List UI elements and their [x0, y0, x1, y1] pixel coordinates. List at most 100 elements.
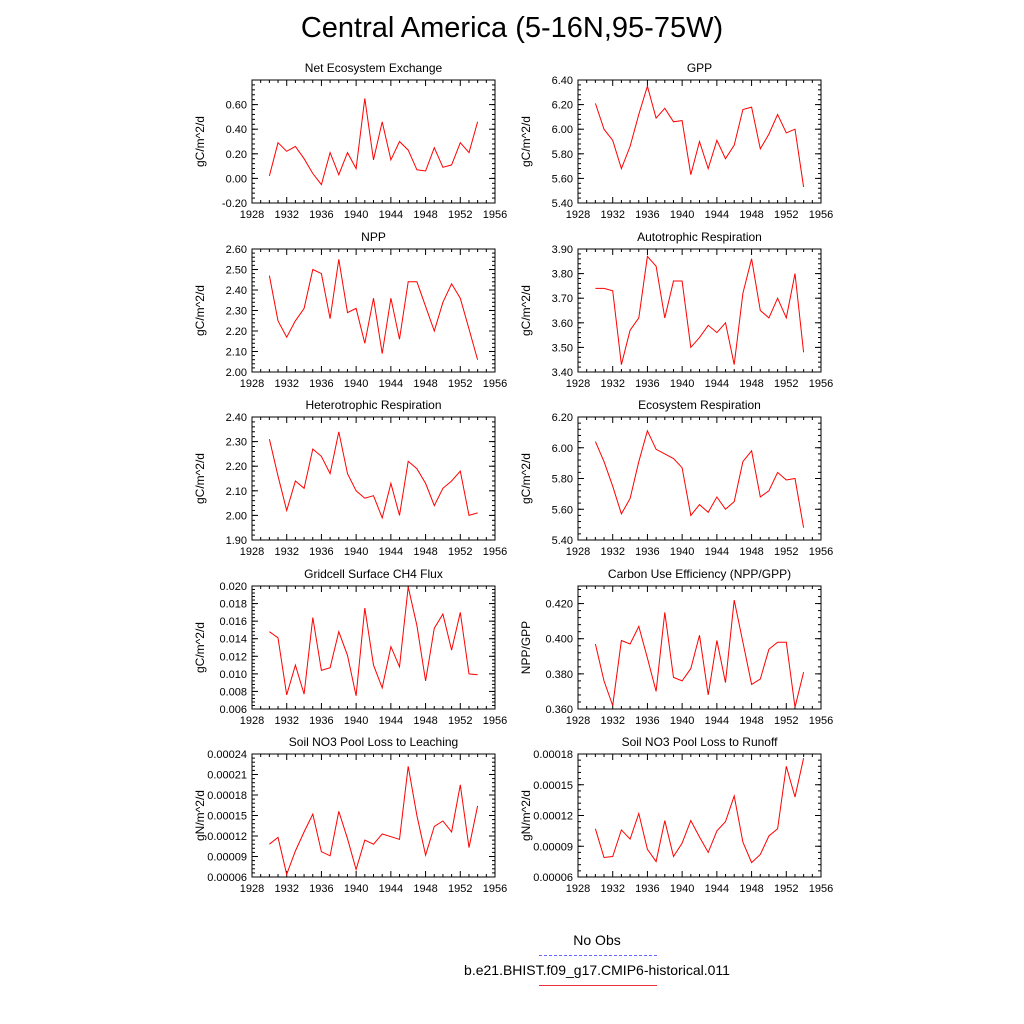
x-tick-label: 1956: [809, 209, 833, 221]
x-tick-label: 1936: [309, 883, 333, 895]
x-tick-label: 1944: [705, 378, 729, 390]
y-tick-label: -0.20: [222, 198, 247, 210]
y-tick-label: 0.010: [219, 669, 247, 681]
y-tick-label: 0.40: [226, 124, 247, 136]
y-tick-label: 0.008: [219, 686, 247, 698]
x-tick-label: 1928: [566, 378, 590, 390]
x-tick-label: 1928: [240, 715, 264, 727]
y-tick-label: 0.00006: [533, 872, 573, 884]
chart-panel-6: Ecosystem Respiration gC/m^2/d 1928 1932 193…: [519, 398, 833, 558]
y-tick-label: 6.00: [552, 124, 573, 136]
y-tick-label: 0.012: [219, 651, 247, 663]
y-axis-label: gC/m^2/d: [519, 116, 533, 167]
y-tick-label: 0.20: [226, 149, 247, 161]
y-tick-label: 5.40: [552, 198, 573, 210]
y-tick-label: 6.00: [552, 443, 573, 455]
y-tick-label: 2.20: [226, 326, 247, 338]
x-tick-label: 1936: [635, 209, 659, 221]
x-tick-label: 1936: [309, 378, 333, 390]
series-line: [594, 757, 805, 864]
series-line: [269, 586, 478, 696]
y-axis-label: gC/m^2/d: [519, 285, 533, 336]
x-tick-label: 1948: [739, 378, 763, 390]
chart-panel-4: Autotrophic Respiration gC/m^2/d 1928 1932 1…: [519, 230, 833, 390]
series-line: [594, 429, 805, 528]
y-tick-label: 0.00009: [207, 852, 247, 864]
plot-frame: [577, 248, 822, 373]
x-tick-label: 1956: [483, 546, 507, 558]
x-tick-label: 1952: [448, 546, 472, 558]
panel-title: GPP: [687, 61, 712, 75]
x-tick-label: 1956: [809, 378, 833, 390]
series-line: [595, 255, 805, 365]
panel-title: Autotrophic Respiration: [637, 230, 762, 244]
x-tick-label: 1928: [240, 883, 264, 895]
x-tick-label: 1940: [344, 378, 368, 390]
y-axis-label: gC/m^2/d: [519, 453, 533, 504]
x-tick-label: 1952: [448, 378, 472, 390]
plot-frame: [251, 753, 496, 878]
x-tick-label: 1932: [600, 715, 624, 727]
x-tick-label: 1928: [240, 546, 264, 558]
x-tick-label: 1928: [240, 209, 264, 221]
x-tick-label: 1928: [566, 209, 590, 221]
y-tick-label: 0.00021: [207, 770, 247, 782]
y-tick-label: 0.360: [545, 704, 573, 716]
y-tick-label: 0.60: [226, 100, 247, 112]
x-tick-label: 1944: [705, 546, 729, 558]
y-tick-label: 0.014: [219, 634, 247, 646]
y-tick-label: 0.006: [219, 704, 247, 716]
x-tick-label: 1932: [274, 378, 298, 390]
x-tick-label: 1948: [739, 546, 763, 558]
y-tick-label: 2.40: [226, 412, 247, 424]
y-tick-label: 0.400: [545, 634, 573, 646]
y-tick-label: 5.60: [552, 504, 573, 516]
y-tick-label: 2.60: [226, 244, 247, 256]
y-tick-label: 6.40: [552, 75, 573, 87]
y-tick-label: 6.20: [552, 100, 573, 112]
y-axis-label: gC/m^2/d: [193, 285, 207, 336]
series-line: [268, 98, 479, 186]
y-tick-label: 2.20: [226, 461, 247, 473]
y-axis-label: gN/m^2/d: [519, 790, 533, 841]
series-line: [269, 766, 479, 877]
x-tick-label: 1936: [309, 546, 333, 558]
x-tick-label: 1932: [274, 209, 298, 221]
x-tick-label: 1932: [600, 209, 624, 221]
y-tick-label: 0.00018: [533, 749, 573, 761]
y-tick-label: 0.00012: [207, 831, 247, 843]
y-tick-label: 2.00: [226, 510, 247, 522]
chart-panel-5: Heterotrophic Respiration gC/m^2/d 1928 193…: [193, 398, 507, 558]
x-tick-label: 1936: [635, 883, 659, 895]
y-tick-label: 3.50: [552, 342, 573, 354]
y-tick-label: 0.00: [226, 173, 247, 185]
x-tick-label: 1952: [774, 546, 798, 558]
x-tick-label: 1932: [600, 378, 624, 390]
x-tick-label: 1956: [483, 715, 507, 727]
series-line: [594, 84, 805, 188]
plot-frame: [251, 416, 496, 541]
x-tick-label: 1936: [309, 209, 333, 221]
y-tick-label: 0.00015: [533, 780, 573, 792]
y-tick-label: 0.00006: [207, 872, 247, 884]
chart-panel-8: Carbon Use Efficiency (NPP/GPP) NPP/GPP 19…: [519, 567, 833, 727]
panel-title: Net Ecosystem Exchange: [305, 61, 443, 75]
panel-title: Soil NO3 Pool Loss to Leaching: [289, 735, 458, 749]
x-tick-label: 1952: [774, 715, 798, 727]
x-tick-label: 1940: [344, 715, 368, 727]
series-line: [594, 599, 805, 708]
x-tick-label: 1940: [670, 546, 694, 558]
y-tick-label: 0.020: [219, 581, 247, 593]
y-tick-label: 2.10: [226, 347, 247, 359]
x-tick-label: 1936: [635, 715, 659, 727]
x-tick-label: 1936: [635, 546, 659, 558]
panel-title: Heterotrophic Respiration: [305, 398, 441, 412]
y-axis-label: gN/m^2/d: [193, 790, 207, 841]
y-tick-label: 6.20: [552, 412, 573, 424]
y-tick-label: 0.016: [219, 616, 247, 628]
legend-label-model: b.e21.BHIST.f09_g17.CMIP6-historical.011: [464, 962, 730, 978]
x-tick-label: 1928: [566, 546, 590, 558]
y-tick-label: 3.60: [552, 318, 573, 330]
x-tick-label: 1940: [344, 209, 368, 221]
y-tick-label: 3.70: [552, 293, 573, 305]
